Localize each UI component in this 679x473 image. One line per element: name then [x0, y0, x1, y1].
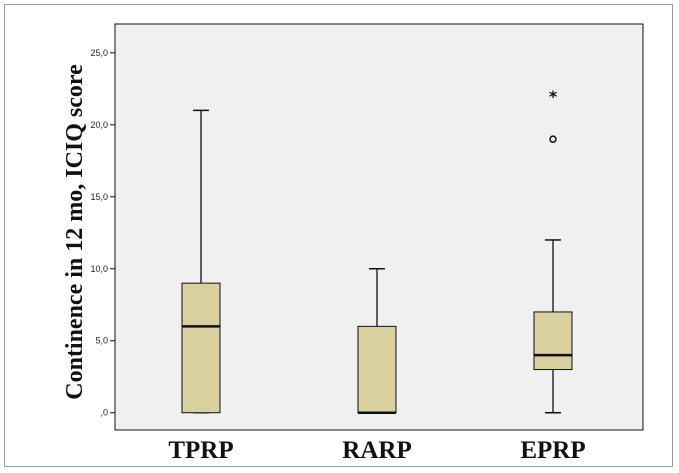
- y-tick-label: ,0: [100, 408, 108, 418]
- y-axis-title: Continence in 12 mo, ICIQ score: [62, 64, 88, 400]
- y-tick-label: 10,0: [90, 264, 108, 274]
- outlier-point: [549, 135, 557, 143]
- y-tick-label: 20,0: [90, 120, 108, 130]
- x-axis-labels: TPRP RARP EPRP: [168, 437, 585, 464]
- extreme-point: *: [549, 87, 558, 106]
- y-axis: ,0 5,0 10,0 15,0 20,0 25,0: [90, 48, 115, 418]
- box-group-tprp: [181, 109, 221, 414]
- boxes-layer: *: [181, 87, 573, 414]
- y-tick-label: 25,0: [90, 48, 108, 58]
- y-tick-label: 5,0: [95, 336, 108, 346]
- x-category-label-tprp: TPRP: [168, 437, 233, 464]
- box: [533, 311, 573, 371]
- box-group-rarp: [357, 268, 397, 414]
- box: [181, 282, 221, 414]
- box-group-eprp: *: [533, 87, 573, 414]
- x-category-label-eprp: EPRP: [520, 437, 585, 464]
- y-tick-label: 15,0: [90, 192, 108, 202]
- box: [357, 325, 397, 414]
- x-category-label-rarp: RARP: [342, 437, 411, 464]
